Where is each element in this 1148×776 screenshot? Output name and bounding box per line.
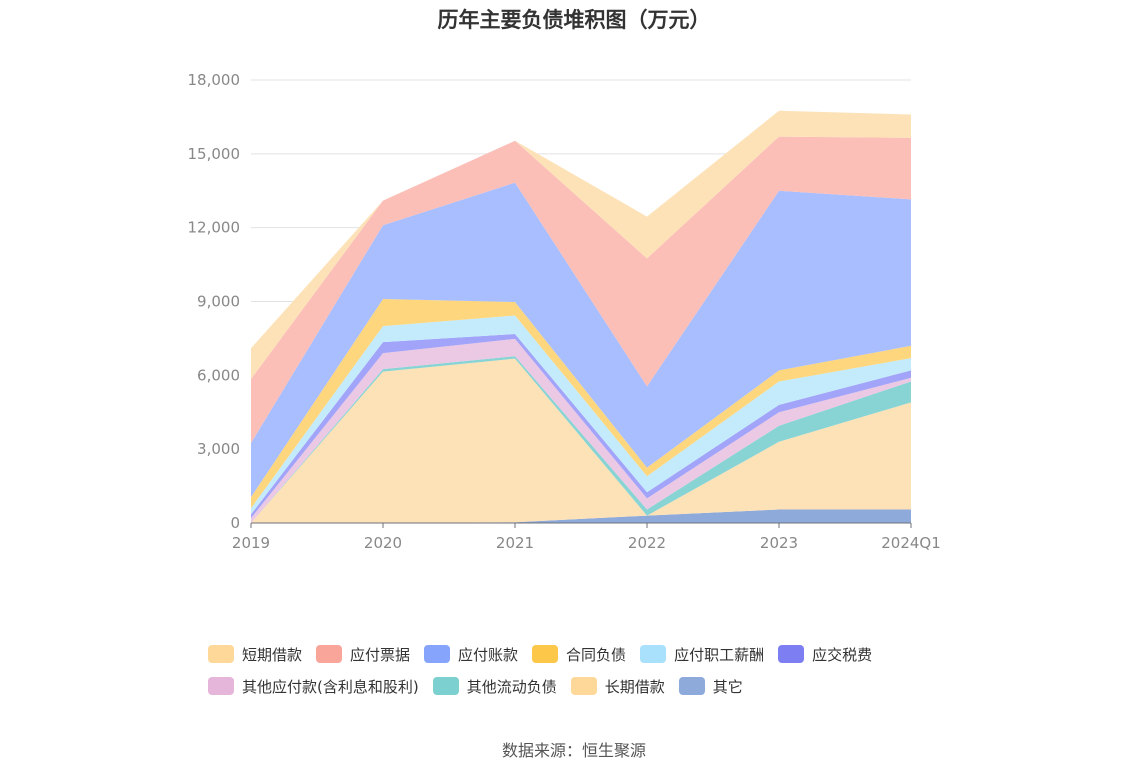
legend-row: 短期借款 应付票据 应付账款 合同负债 应付职工薪酬 应交税费 bbox=[208, 638, 988, 670]
legend-item[interactable]: 其他应付款(含利息和股利) bbox=[208, 676, 419, 697]
x-tick-label: 2020 bbox=[364, 534, 402, 552]
y-tick-label: 15,000 bbox=[188, 145, 241, 163]
x-tick-label: 2024Q1 bbox=[881, 534, 941, 552]
legend: 短期借款 应付票据 应付账款 合同负债 应付职工薪酬 应交税费 其他应付款(含利息和股利)… bbox=[208, 638, 988, 702]
y-tick-label: 0 bbox=[230, 514, 240, 532]
area-series bbox=[251, 358, 911, 523]
legend-swatch bbox=[424, 645, 451, 663]
y-tick-label: 18,000 bbox=[188, 71, 241, 89]
area-series bbox=[251, 509, 911, 523]
legend-label: 其它 bbox=[712, 677, 743, 696]
y-tick-label: 12,000 bbox=[188, 219, 241, 237]
legend-swatch bbox=[678, 677, 705, 695]
legend-swatch bbox=[208, 645, 234, 663]
area-series bbox=[251, 356, 911, 523]
legend-row: 其他应付款(含利息和股利) 其他流动负债 长期借款 其它 bbox=[208, 670, 988, 702]
legend-item[interactable]: 应付职工薪酬 bbox=[640, 644, 764, 665]
area-series bbox=[251, 182, 911, 498]
legend-swatch bbox=[316, 645, 343, 663]
y-tick-label: 6,000 bbox=[197, 366, 240, 384]
legend-item[interactable]: 应付票据 bbox=[316, 644, 410, 665]
legend-item[interactable]: 其它 bbox=[678, 676, 743, 697]
legend-item[interactable]: 短期借款 bbox=[208, 644, 302, 665]
legend-item[interactable]: 应付账款 bbox=[424, 644, 518, 665]
legend-label: 合同负债 bbox=[566, 645, 627, 664]
legend-swatch bbox=[570, 677, 597, 695]
legend-label: 应付票据 bbox=[350, 645, 411, 664]
legend-label: 其他流动负债 bbox=[466, 677, 557, 696]
legend-label: 其他应付款(含利息和股利) bbox=[242, 677, 419, 696]
axis-layer: 0 3,000 6,000 9,000 12,000 15,000 18,000 2019 20… bbox=[188, 71, 941, 552]
chart-title: 历年主要负债堆积图（万元） bbox=[437, 8, 711, 32]
legend-label: 应付账款 bbox=[458, 645, 519, 664]
y-tick-label: 3,000 bbox=[197, 440, 240, 458]
x-tick-label: 2022 bbox=[628, 534, 666, 552]
legend-item[interactable]: 合同负债 bbox=[532, 644, 626, 665]
area-series bbox=[251, 136, 911, 444]
source-note: 数据来源：恒生聚源 bbox=[501, 741, 646, 760]
legend-swatch bbox=[532, 645, 559, 663]
legend-swatch bbox=[208, 677, 234, 695]
area-series bbox=[251, 338, 911, 523]
legend-item[interactable]: 长期借款 bbox=[570, 676, 665, 697]
x-tick-label: 2021 bbox=[496, 534, 534, 552]
legend-swatch bbox=[778, 645, 805, 663]
legend-swatch bbox=[640, 645, 667, 663]
legend-label: 应交税费 bbox=[812, 645, 873, 664]
legend-item[interactable]: 应交税费 bbox=[778, 644, 872, 665]
legend-label: 长期借款 bbox=[604, 677, 665, 696]
x-tick-label: 2023 bbox=[760, 534, 798, 552]
area-layer bbox=[251, 110, 911, 523]
legend-label: 短期借款 bbox=[242, 645, 303, 664]
x-tick-label: 2019 bbox=[232, 534, 270, 552]
legend-label: 应付职工薪酬 bbox=[674, 645, 765, 664]
legend-item[interactable]: 其他流动负债 bbox=[432, 676, 557, 697]
y-tick-label: 9,000 bbox=[197, 293, 240, 311]
legend-swatch bbox=[432, 677, 459, 695]
